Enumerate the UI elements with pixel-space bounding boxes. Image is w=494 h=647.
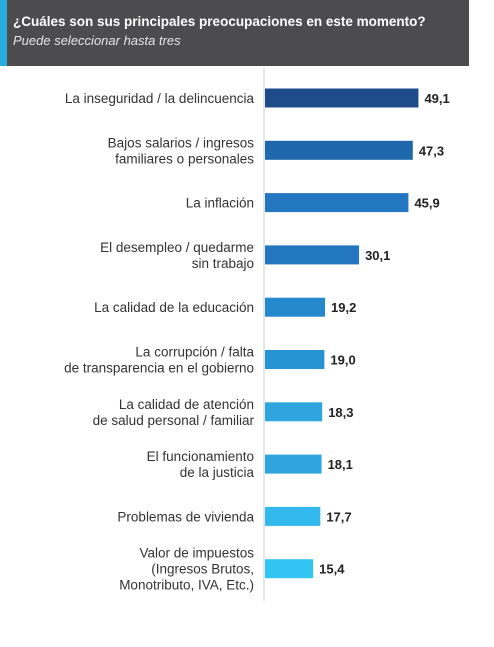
chart-title: ¿Cuáles son sus principales preocupacion… bbox=[13, 14, 426, 29]
bar-chart: 49,1 La inseguridad / la delincuencia 47,3… bbox=[64, 68, 450, 601]
bar bbox=[265, 193, 409, 213]
category-label-line: Problemas de vivienda bbox=[117, 509, 254, 524]
category-label: La calidad de la educación bbox=[94, 300, 254, 315]
category-label-line: de transparencia en el gobierno bbox=[64, 361, 254, 376]
category-label-line: El desempleo / quedarme bbox=[100, 240, 254, 255]
chart-header: ¿Cuáles son sus principales preocupacion… bbox=[0, 0, 469, 66]
bar-value-label: 15,4 bbox=[319, 562, 345, 577]
category-label-line: Bajos salarios / ingresos bbox=[108, 135, 255, 150]
category-label-line: La calidad de la educación bbox=[94, 300, 254, 315]
category-label: Valor de impuestos (Ingresos Brutos, Monot… bbox=[119, 546, 254, 593]
bar-value-label: 30,1 bbox=[365, 248, 390, 263]
category-label-line: El funcionamiento bbox=[147, 449, 254, 464]
category-label: El desempleo / quedarme sin trabajo bbox=[100, 240, 254, 271]
bar-value-label: 19,2 bbox=[331, 300, 356, 315]
bar bbox=[265, 506, 321, 526]
category-label-line: Valor de impuestos bbox=[139, 546, 254, 561]
bar bbox=[265, 454, 322, 474]
category-label: El funcionamiento de la justicia bbox=[147, 449, 255, 480]
bar bbox=[265, 140, 413, 160]
category-label-line: Monotributo, IVA, Etc.) bbox=[119, 578, 254, 593]
category-label: La corrupción / falta de transparencia en… bbox=[64, 345, 254, 376]
bar bbox=[265, 88, 419, 108]
header-accent-bar bbox=[0, 0, 7, 66]
chart-subtitle: Puede seleccionar hasta tres bbox=[13, 33, 181, 48]
category-label-line: La calidad de atención bbox=[119, 397, 254, 412]
category-label: La inflación bbox=[186, 196, 254, 211]
category-label: Bajos salarios / ingresos familiares o pe… bbox=[108, 135, 255, 166]
bar-value-label: 17,7 bbox=[326, 509, 351, 524]
bar-value-label: 19,0 bbox=[330, 353, 355, 368]
category-label: La inseguridad / la delincuencia bbox=[65, 91, 255, 106]
bar-value-label: 45,9 bbox=[414, 196, 439, 211]
category-label-line: La corrupción / falta bbox=[135, 345, 254, 360]
category-label-line: sin trabajo bbox=[192, 256, 254, 271]
bar-value-label: 49,1 bbox=[424, 91, 449, 106]
category-label-line: de la justicia bbox=[180, 465, 255, 480]
bar bbox=[265, 297, 325, 317]
category-label: La calidad de atención de salud personal … bbox=[93, 397, 255, 428]
bar bbox=[265, 559, 314, 579]
bar bbox=[265, 245, 360, 265]
category-label-line: (Ingresos Brutos, bbox=[151, 562, 254, 577]
category-label-line: de salud personal / familiar bbox=[93, 413, 255, 428]
category-label-line: familiares o personales bbox=[115, 151, 254, 166]
bar-value-label: 18,1 bbox=[328, 457, 353, 472]
category-label: Problemas de vivienda bbox=[117, 509, 254, 524]
category-label-line: La inflación bbox=[186, 196, 254, 211]
bar-value-label: 18,3 bbox=[328, 405, 353, 420]
bar bbox=[265, 402, 323, 422]
bar bbox=[265, 350, 325, 369]
bar-value-label: 47,3 bbox=[419, 143, 444, 158]
category-label-line: La inseguridad / la delincuencia bbox=[65, 91, 255, 106]
